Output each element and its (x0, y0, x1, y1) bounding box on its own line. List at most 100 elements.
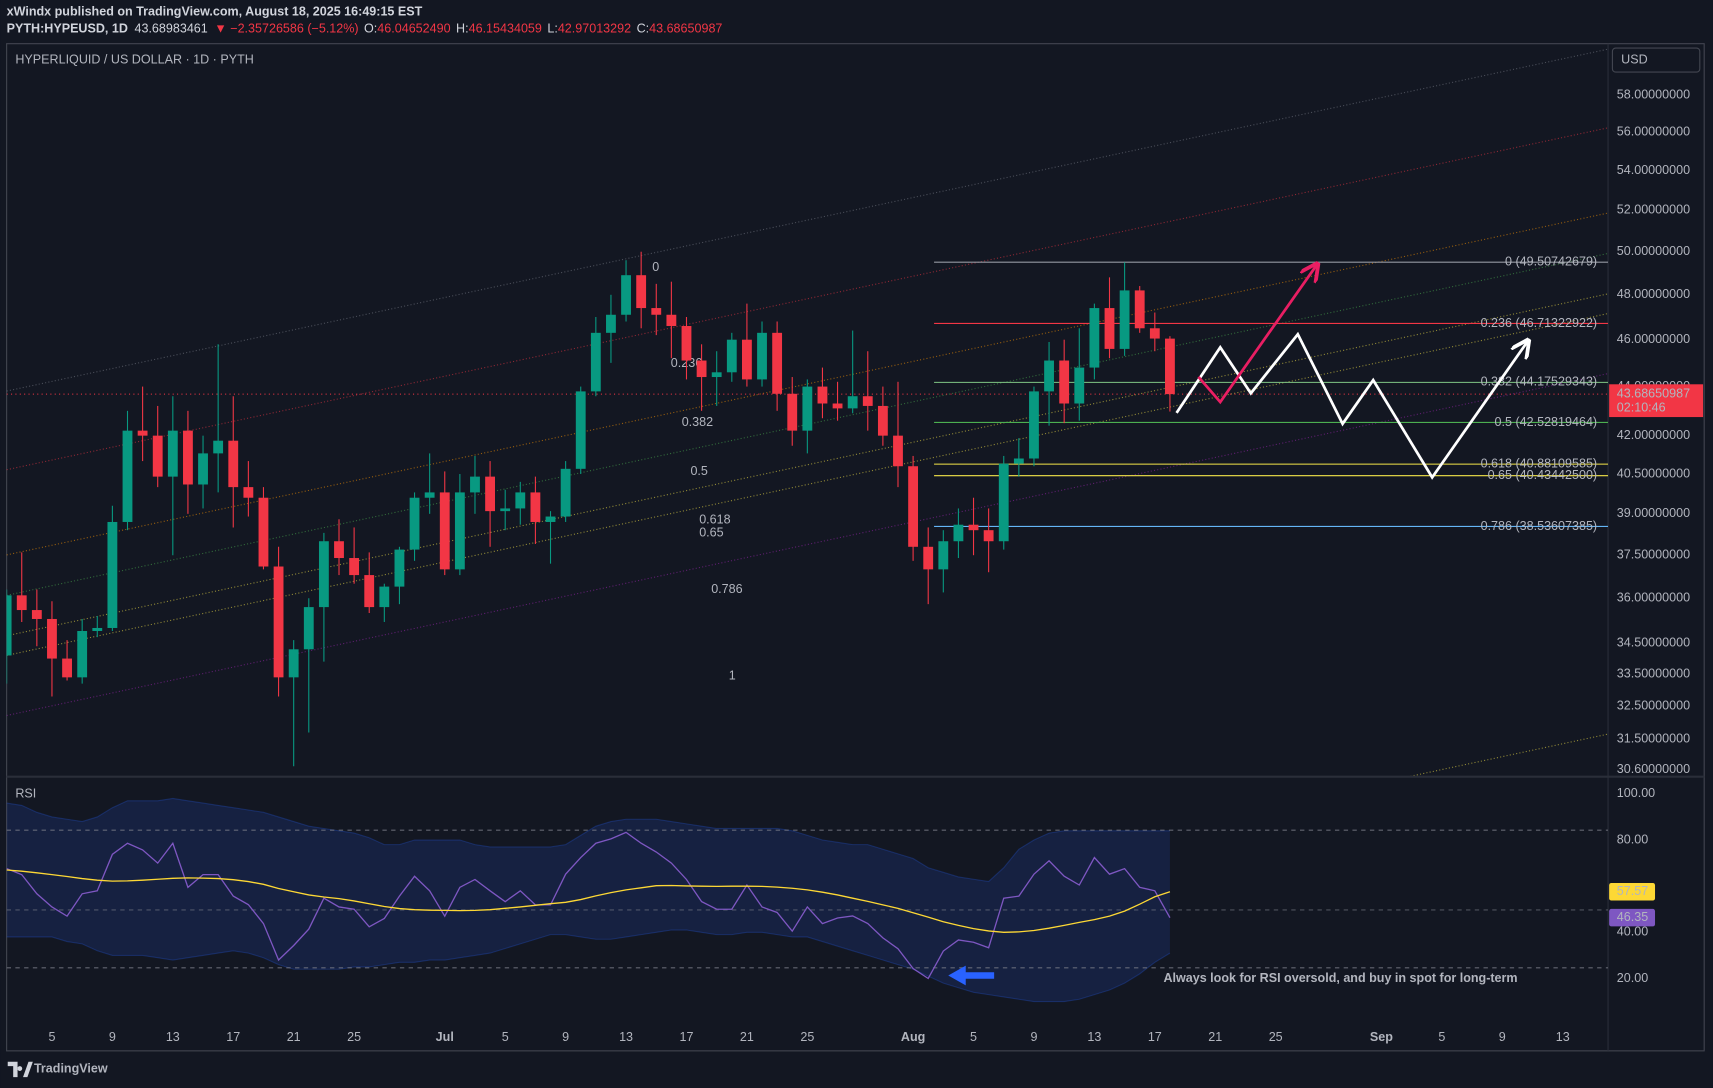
fib-level-label: 0.65 (40.43442500) (1488, 468, 1598, 482)
rsi-ma-line (6, 869, 1171, 933)
candle-body (636, 275, 647, 309)
axes: 58.00000000 56.00000000 54.00000000 52.0000… (48, 87, 1704, 1044)
candle-body (364, 575, 375, 608)
fib-level-label: 0.5 (42.52819464) (1495, 415, 1598, 429)
currency-box[interactable] (1611, 47, 1701, 73)
candle-body (228, 440, 239, 488)
candle-body (953, 524, 964, 542)
candle-body (1119, 290, 1130, 349)
candle-body (470, 476, 480, 493)
y-tick-label: 32.50000000 (1617, 698, 1690, 712)
candle-body (273, 566, 284, 678)
last-price: 43.68983461 (135, 22, 208, 36)
fib-level-label: 0.618 (40.88109585) (1481, 456, 1598, 470)
y-tick-label: 37.50000000 (1617, 548, 1690, 562)
candle-body (424, 492, 435, 498)
y-tick-label: 54.00000000 (1617, 163, 1690, 177)
candle-body (772, 332, 783, 394)
candle-body (938, 541, 949, 570)
candle-body (606, 314, 616, 333)
candle-body (666, 314, 677, 327)
ohlc-label: H: (456, 22, 469, 36)
candle-body (288, 649, 299, 678)
channel-line (6, 127, 1609, 471)
candle-body (711, 372, 722, 378)
candle-body (243, 487, 254, 498)
candle-body (31, 610, 42, 619)
candle-body (439, 492, 450, 570)
ohlc-value: 42.97013292 (558, 22, 631, 36)
x-tick-label: 17 (226, 1030, 240, 1044)
candle-body (832, 403, 843, 409)
candle-body (817, 386, 828, 404)
x-tick-label: Sep (1370, 1030, 1393, 1044)
candle-body (1149, 328, 1160, 339)
rsi-title: RSI (15, 786, 36, 800)
value-box (1609, 883, 1656, 901)
fib-label: 0.65 (699, 525, 723, 539)
channel-line (6, 373, 1609, 717)
x-tick-label: 13 (1556, 1030, 1570, 1044)
y-tick-label: 39.00000000 (1617, 506, 1690, 520)
ohlc-value: 43.68650987 (649, 22, 722, 36)
x-tick-label: 9 (109, 1030, 116, 1044)
y-tick-label: 33.50000000 (1617, 667, 1690, 681)
ohlc-label: O: (364, 22, 377, 36)
chart-title: HYPERLIQUID / US DOLLAR · 1D · PYTH (15, 52, 253, 66)
candle-body (726, 339, 737, 373)
x-tick-label: 9 (1499, 1030, 1506, 1044)
candle-body (107, 521, 118, 628)
candle-body (590, 332, 601, 392)
y-tick-label: 40.00 (1617, 925, 1648, 939)
ohlc-label: L: (547, 22, 557, 36)
y-tick-label: 56.00000000 (1617, 124, 1690, 138)
x-tick-label: 13 (619, 1030, 633, 1044)
candle-body (167, 430, 178, 477)
candle-body (16, 595, 27, 611)
candle-body (394, 549, 405, 587)
x-tick-label: Aug (901, 1030, 925, 1044)
candle-body (1074, 367, 1085, 404)
y-tick-label: 48.00000000 (1617, 287, 1690, 301)
value-box-label: 46.35 (1617, 910, 1648, 924)
fib-level-label: 0.236 (46.71322922) (1481, 316, 1598, 330)
currency[interactable]: USD (1621, 52, 1647, 66)
y-tick-label: 46.00000000 (1617, 332, 1690, 346)
projection-path (1175, 331, 1528, 480)
annotation-arrow (948, 965, 995, 986)
y-tick-label: 30.60000000 (1617, 762, 1690, 776)
annotation: Always look for RSI oversold, and buy in… (1163, 971, 1517, 985)
fib-level-label: 0.786 (38.53607385) (1481, 519, 1598, 533)
x-tick-label: 13 (1087, 1030, 1101, 1044)
candle-body (908, 466, 919, 547)
candle-body (379, 586, 390, 608)
fib-label: 0.5 (690, 464, 707, 478)
x-tick-label: 17 (679, 1030, 693, 1044)
rsi-line (6, 831, 1171, 980)
x-tick-label: 25 (800, 1030, 814, 1044)
candle-body (515, 492, 526, 509)
chart-frame (6, 43, 1705, 1052)
candle-body (560, 468, 571, 517)
candle-body (62, 658, 72, 678)
fib-label: 1 (729, 668, 736, 682)
candle-body (485, 476, 495, 512)
fib-label: 0.382 (682, 415, 713, 429)
channel-line (6, 312, 1609, 656)
candle-body (923, 546, 934, 570)
y-tick-label: 40.50000000 (1617, 466, 1690, 480)
x-tick-label: 5 (970, 1030, 977, 1044)
candle-body (802, 386, 813, 431)
candle-body (1044, 360, 1054, 392)
y-tick-label: 42.00000000 (1617, 428, 1690, 442)
candle-body (152, 435, 163, 477)
candle-body (122, 430, 133, 522)
candle-body (651, 308, 662, 315)
brand: TradingView (34, 1062, 108, 1076)
candle-body (575, 391, 586, 469)
value-box-label: 57.57 (1617, 884, 1648, 898)
published-line: xWindx published on TradingView.com, Aug… (7, 4, 423, 18)
change: ▼ −2.35726586 (−5.12%) (214, 22, 358, 36)
